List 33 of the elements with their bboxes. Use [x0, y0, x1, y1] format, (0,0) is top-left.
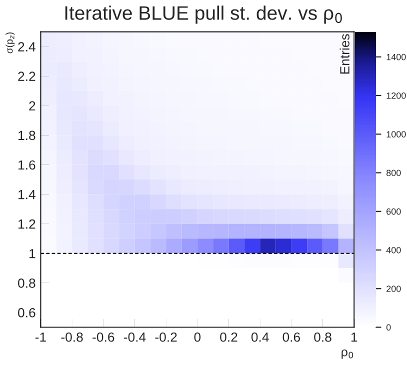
color-bar-label: 0 [386, 324, 391, 331]
color-bar-label: 1400 [386, 54, 406, 60]
x-tick-label: 1 [351, 332, 358, 342]
x-tick-label: 0.2 [220, 332, 238, 342]
color-bar-label: 200 [386, 286, 401, 292]
color-bar-title: Entries [340, 34, 350, 74]
chart-title: Iterative BLUE pull st. dev. vs ρ$_{0}$ [65, 6, 342, 24]
x-tick-label: -0.6 [92, 332, 114, 342]
x-tick-label: -0.8 [61, 332, 83, 342]
color-bar-label: 800 [386, 170, 401, 176]
y-tick-label: 0.6 [18, 308, 36, 318]
x-tick-label: 0.8 [314, 332, 332, 342]
x-tick-label: 0.4 [251, 332, 269, 342]
y-tick-label: 0.8 [18, 278, 36, 288]
color-bar-label: 600 [386, 208, 401, 215]
x-axis-title: ρ$_{0}$ [342, 349, 354, 359]
y-tick-label: 1.4 [18, 190, 36, 200]
color-bar-label: 1200 [386, 92, 406, 99]
y-tick-label: 2.4 [18, 42, 36, 52]
x-tick-label: 0 [194, 332, 201, 342]
y-tick-label: 2.2 [18, 72, 36, 81]
x-tick-label: 0.6 [282, 332, 300, 342]
x-tick-label: -0.2 [155, 332, 177, 342]
color-bar-label: 400 [386, 246, 401, 254]
y-tick-label: 1.6 [18, 160, 36, 170]
x-tick-label: -1 [35, 332, 46, 342]
y-tick-label: 1.8 [18, 130, 36, 140]
y-axis-title: σ(p$_{z}$) [6, 32, 15, 54]
y-tick-label: 1 [30, 249, 36, 258]
color-bar-label: 1000 [386, 131, 406, 138]
y-tick-label: 1.2 [18, 219, 36, 229]
x-tick-label: -0.4 [124, 332, 146, 342]
y-tick-label: 2 [29, 101, 36, 110]
